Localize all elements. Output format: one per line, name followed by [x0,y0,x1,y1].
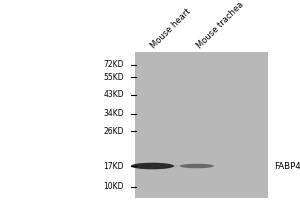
Text: 10KD: 10KD [103,182,124,191]
Ellipse shape [155,165,160,167]
Ellipse shape [159,165,163,167]
Ellipse shape [157,165,161,167]
Text: FABP4: FABP4 [274,162,300,171]
Ellipse shape [166,165,170,167]
Text: 34KD: 34KD [103,109,124,118]
Text: 43KD: 43KD [103,90,124,99]
Ellipse shape [131,163,174,169]
Ellipse shape [172,165,177,167]
Ellipse shape [162,165,167,167]
Ellipse shape [154,165,158,167]
Bar [135,52,268,198]
Ellipse shape [164,165,168,167]
Text: 26KD: 26KD [103,127,124,136]
Text: Mouse trachea: Mouse trachea [195,0,245,51]
Ellipse shape [169,165,173,167]
Ellipse shape [152,165,156,167]
Ellipse shape [160,165,165,167]
Ellipse shape [150,165,155,168]
Text: 55KD: 55KD [103,73,124,82]
Ellipse shape [180,164,214,168]
Text: Mouse heart: Mouse heart [149,7,192,51]
Ellipse shape [167,165,172,167]
Text: 72KD: 72KD [103,60,124,69]
Text: 17KD: 17KD [103,162,124,171]
Ellipse shape [171,165,175,167]
